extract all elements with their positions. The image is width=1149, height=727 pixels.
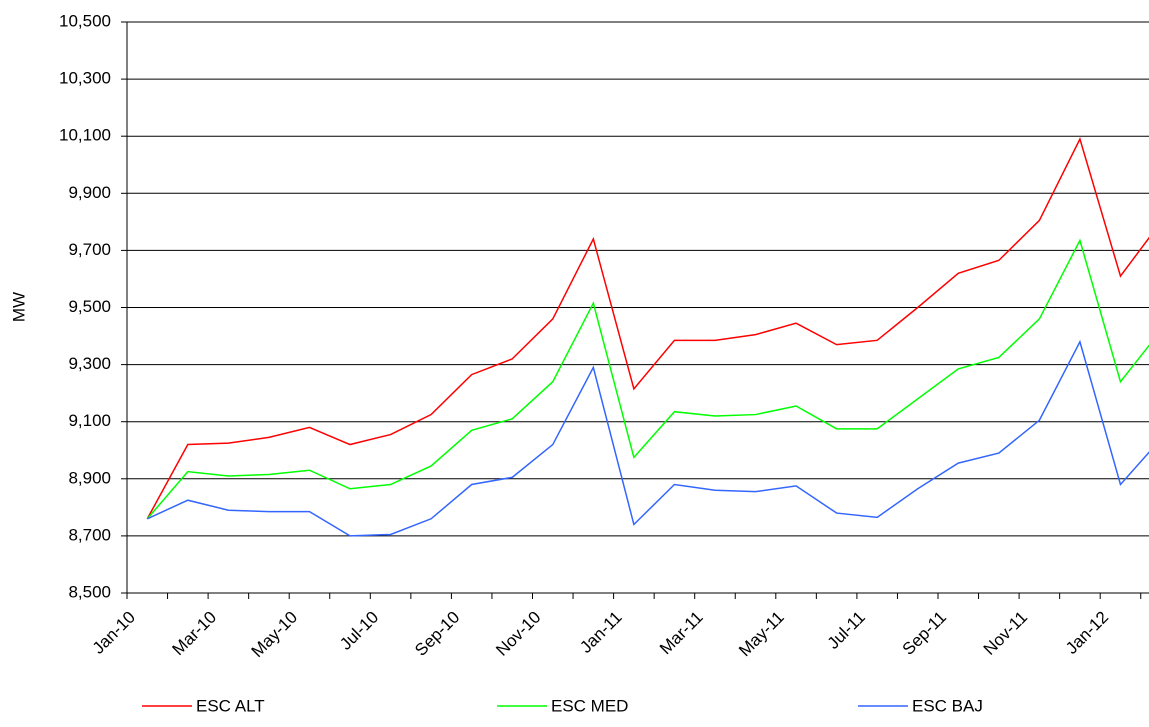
x-tick-label: May-10 xyxy=(248,608,302,662)
x-tick-label: May-11 xyxy=(735,608,788,661)
x-tick-label: Mar-10 xyxy=(169,608,221,660)
legend-label: ESC MED xyxy=(551,696,628,715)
line xyxy=(146,339,1149,537)
plot-lines xyxy=(146,137,1149,537)
legend-label: ESC BAJ xyxy=(912,696,983,715)
y-tick-label: 10,300 xyxy=(59,69,111,88)
x-tick-label: Nov-10 xyxy=(492,608,544,660)
y-tick-label: 10,500 xyxy=(59,11,111,30)
y-tick-label: 8,900 xyxy=(68,468,111,487)
x-tick-label: Mar-11 xyxy=(656,608,707,659)
x-tick-label: Jan-12 xyxy=(1062,608,1112,658)
x-tick-label: Sep-11 xyxy=(899,608,950,659)
y-tick-label: 9,900 xyxy=(68,183,111,202)
y-tick-label: 9,100 xyxy=(68,411,111,430)
line xyxy=(146,137,1149,520)
x-tick-label: Nov-11 xyxy=(980,608,1031,659)
x-tick-label: Sep-10 xyxy=(411,608,463,660)
legend-label: ESC ALT xyxy=(196,696,265,715)
x-tick-label: Jul-10 xyxy=(336,608,382,654)
y-tick-label: 8,700 xyxy=(68,525,111,544)
y-tick-label: 9,300 xyxy=(68,354,111,373)
x-tick-label: Jul-11 xyxy=(824,608,869,653)
line xyxy=(146,238,1149,520)
y-tick-label: 9,500 xyxy=(68,297,111,316)
x-tick-label: Jan-10 xyxy=(89,608,139,658)
y-tick-label: 10,100 xyxy=(59,126,111,145)
y-tick-label: 8,500 xyxy=(68,582,111,601)
x-tick-label: Jan-11 xyxy=(576,608,625,657)
y-axis-label: MW xyxy=(9,292,28,322)
y-tick-label: 9,700 xyxy=(68,240,111,259)
